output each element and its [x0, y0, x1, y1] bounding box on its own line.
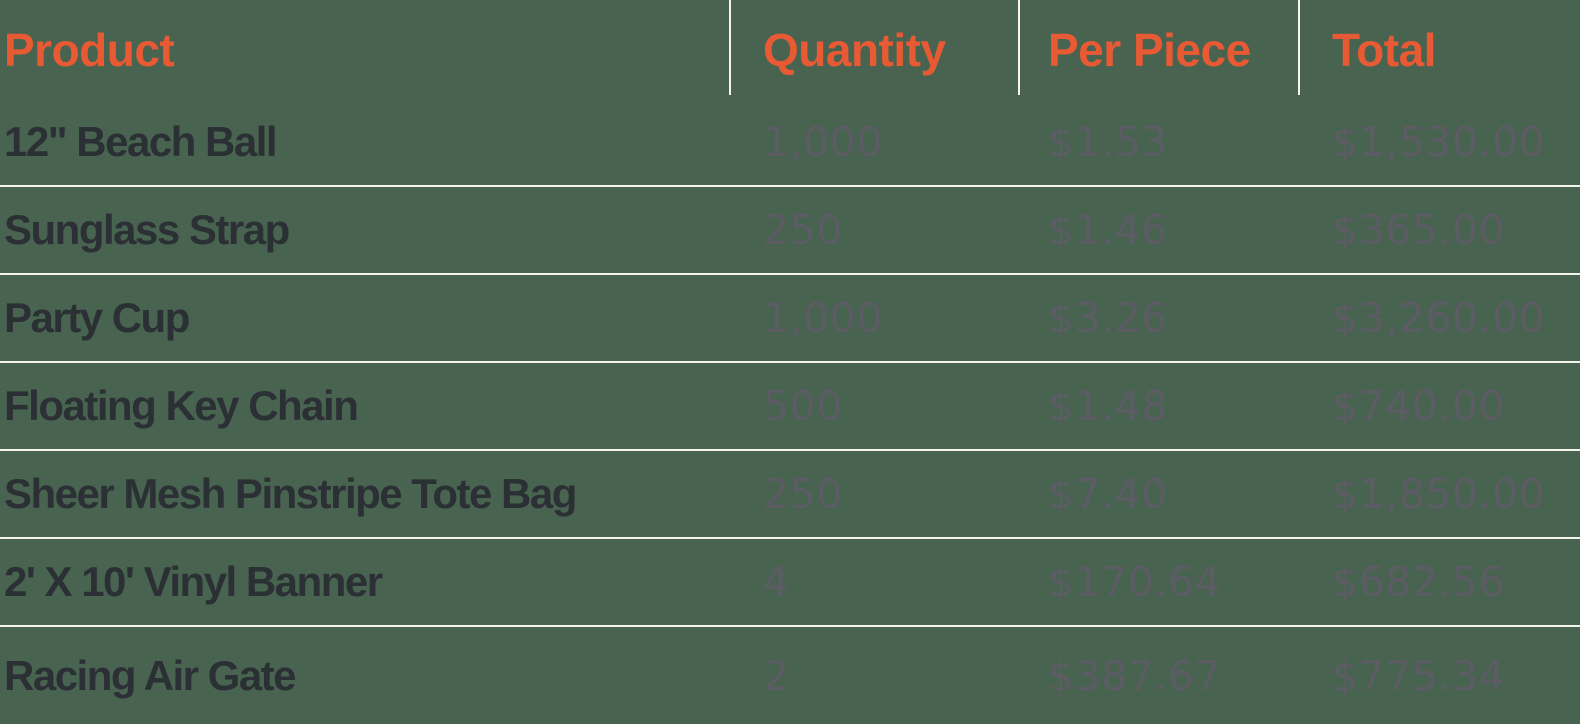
per-piece-cell: $1.46 — [1048, 206, 1168, 254]
quantity-cell: 4 — [763, 558, 790, 606]
table-header-row: Product Quantity Per Piece Total — [0, 0, 1580, 99]
total-cell: $1,530.00 — [1332, 118, 1546, 166]
product-name-cell: Party Cup — [4, 294, 190, 341]
quantity-cell: 500 — [763, 382, 843, 430]
column-header-per-piece: Per Piece — [1048, 23, 1251, 76]
per-piece-cell: $1.48 — [1048, 382, 1168, 430]
quantity-cell: 250 — [763, 470, 843, 518]
table-row: 12" Beach Ball 1,000 $1.53 $1,530.00 — [0, 99, 1580, 187]
header-column-divider-3 — [1298, 0, 1300, 95]
table-row: Party Cup 1,000 $3.26 $3,260.00 — [0, 275, 1580, 363]
table-row: Sheer Mesh Pinstripe Tote Bag 250 $7.40 … — [0, 451, 1580, 539]
product-name-cell: Sheer Mesh Pinstripe Tote Bag — [4, 470, 577, 517]
table-row: 2' X 10' Vinyl Banner 4 $170.64 $682.56 — [0, 539, 1580, 627]
product-name-cell: Sunglass Strap — [4, 206, 290, 253]
table-row: Racing Air Gate 2 $387.67 $775.34 — [0, 627, 1580, 724]
total-cell: $1,850.00 — [1332, 470, 1546, 518]
product-name-cell: 2' X 10' Vinyl Banner — [4, 558, 383, 605]
per-piece-cell: $7.40 — [1048, 470, 1168, 518]
column-header-quantity: Quantity — [763, 23, 946, 76]
total-cell: $365.00 — [1332, 206, 1506, 254]
table-row: Sunglass Strap 250 $1.46 $365.00 — [0, 187, 1580, 275]
column-header-product: Product — [4, 23, 175, 76]
product-name-cell: Floating Key Chain — [4, 382, 359, 429]
header-column-divider-2 — [1018, 0, 1020, 95]
quantity-cell: 250 — [763, 206, 843, 254]
quantity-cell: 1,000 — [763, 294, 883, 342]
table-row: Floating Key Chain 500 $1.48 $740.00 — [0, 363, 1580, 451]
per-piece-cell: $170.64 — [1048, 558, 1222, 606]
total-cell: $775.34 — [1332, 651, 1506, 700]
quantity-cell: 2 — [763, 651, 790, 700]
per-piece-cell: $3.26 — [1048, 294, 1168, 342]
product-name-cell: 12" Beach Ball — [4, 118, 278, 165]
total-cell: $740.00 — [1332, 382, 1506, 430]
header-column-divider-1 — [729, 0, 731, 95]
total-cell: $682.56 — [1332, 558, 1506, 606]
product-name-cell: Racing Air Gate — [4, 651, 297, 699]
total-cell: $3,260.00 — [1332, 294, 1546, 342]
per-piece-cell: $387.67 — [1048, 651, 1222, 700]
column-header-total: Total — [1332, 23, 1436, 76]
quantity-cell: 1,000 — [763, 118, 883, 166]
per-piece-cell: $1.53 — [1048, 118, 1168, 166]
